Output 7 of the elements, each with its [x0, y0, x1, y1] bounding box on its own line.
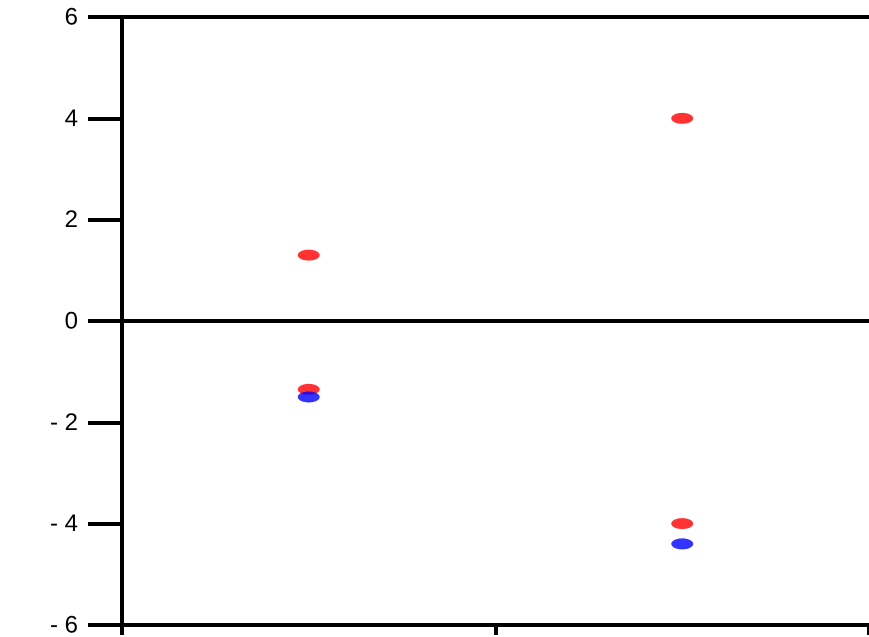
y-tick-label: - 4 [50, 510, 78, 538]
y-tick-label: 6 [64, 4, 78, 30]
y-tick-label: - 6 [50, 612, 78, 637]
y-tick-label: 2 [64, 206, 78, 234]
y-tick-label: 0 [64, 308, 78, 334]
y-tick-label: - 2 [50, 408, 78, 436]
y-tick-label: 4 [64, 104, 78, 132]
